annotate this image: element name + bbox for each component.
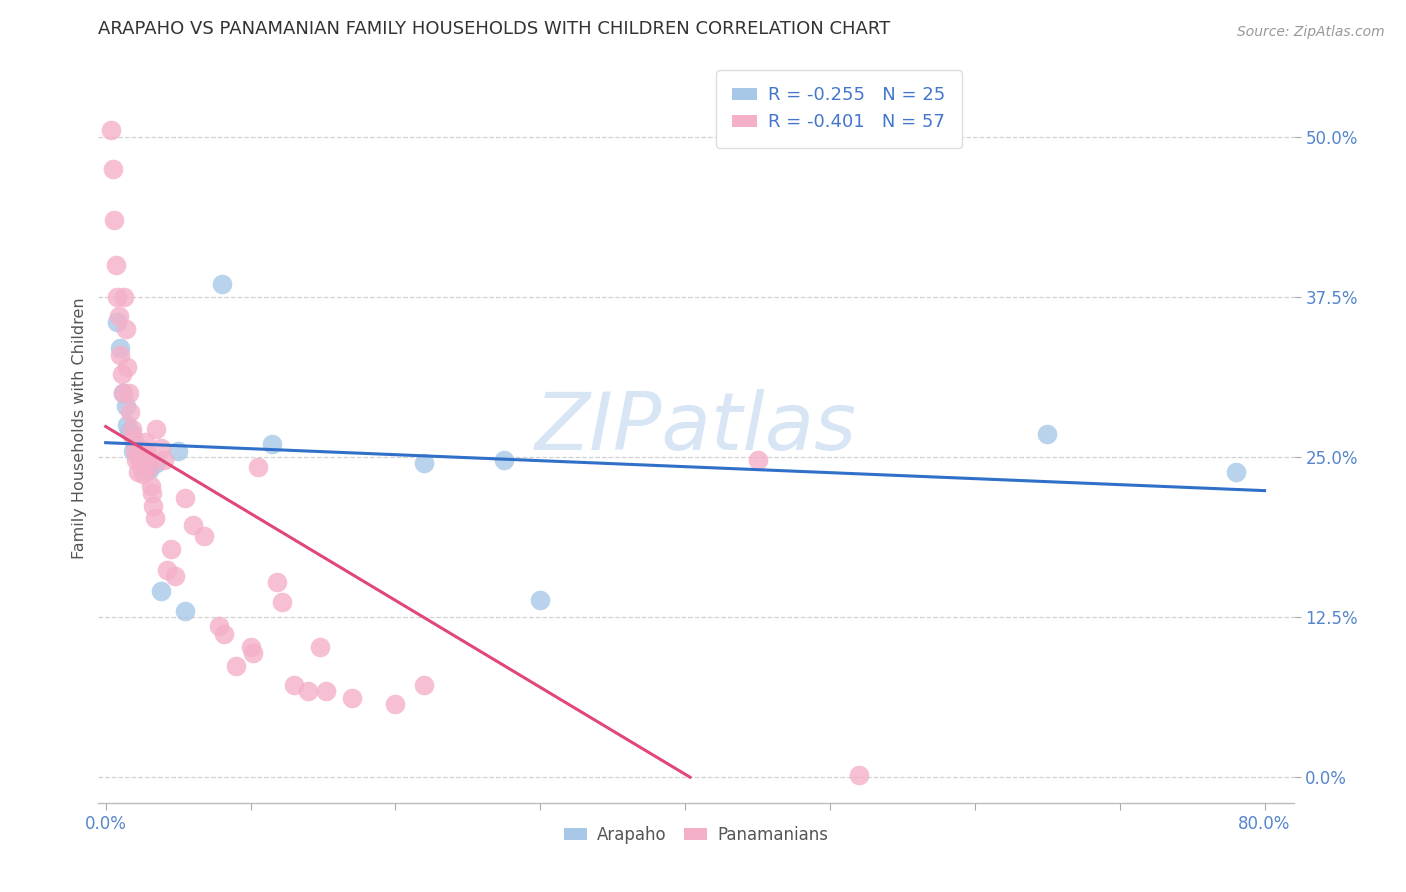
Point <box>122 431 145 445</box>
Point <box>105 316 128 330</box>
Point <box>246 460 269 475</box>
Text: Source: ZipAtlas.com: Source: ZipAtlas.com <box>1237 25 1385 39</box>
Point <box>181 517 204 532</box>
Point <box>138 460 160 475</box>
Point <box>112 386 135 401</box>
Point <box>124 443 146 458</box>
Point <box>160 542 183 557</box>
Point <box>145 422 167 436</box>
Point <box>266 575 288 590</box>
Point <box>118 386 141 401</box>
Point <box>142 499 165 513</box>
Point <box>132 467 155 481</box>
Point <box>135 443 157 458</box>
Point <box>108 347 131 361</box>
Point <box>139 479 162 493</box>
Point <box>225 658 247 673</box>
Point <box>132 456 155 470</box>
Point <box>208 619 231 633</box>
Point <box>492 452 515 467</box>
Point <box>141 486 163 500</box>
Point <box>239 640 262 654</box>
Point <box>143 511 166 525</box>
Point <box>115 399 138 413</box>
Point <box>105 290 128 304</box>
Point <box>149 584 172 599</box>
Point <box>110 367 132 381</box>
Point <box>121 422 143 436</box>
Point <box>125 452 148 467</box>
Point <box>138 463 160 477</box>
Point <box>413 678 436 692</box>
Point <box>211 277 233 291</box>
Point <box>118 425 141 439</box>
Point <box>117 360 139 375</box>
Point <box>103 213 125 227</box>
Point <box>100 123 122 137</box>
Legend: Arapaho, Panamanians: Arapaho, Panamanians <box>557 820 835 851</box>
Point <box>131 443 153 458</box>
Point <box>152 452 174 467</box>
Point <box>107 309 129 323</box>
Point <box>101 161 124 176</box>
Point <box>193 529 215 543</box>
Point <box>124 437 146 451</box>
Point <box>167 443 190 458</box>
Point <box>242 646 264 660</box>
Point <box>131 460 153 475</box>
Point <box>114 290 136 304</box>
Point <box>134 434 156 449</box>
Point <box>129 452 152 467</box>
Point <box>145 456 167 470</box>
Point <box>315 684 337 698</box>
Point <box>413 456 436 470</box>
Point <box>112 386 135 401</box>
Point <box>135 463 157 477</box>
Point <box>297 684 319 698</box>
Point <box>121 426 143 441</box>
Point <box>117 417 139 432</box>
Point <box>165 569 187 583</box>
Point <box>384 697 406 711</box>
Point <box>309 640 332 654</box>
Point <box>128 443 150 458</box>
Point <box>747 452 769 467</box>
Point <box>149 441 172 455</box>
Point <box>122 443 145 458</box>
Point <box>271 595 294 609</box>
Text: ZIPatlas: ZIPatlas <box>534 389 858 467</box>
Point <box>120 405 142 419</box>
Point <box>1036 426 1059 441</box>
Point <box>262 437 284 451</box>
Point <box>529 593 551 607</box>
Point <box>115 322 138 336</box>
Y-axis label: Family Households with Children: Family Households with Children <box>72 297 87 559</box>
Point <box>1225 466 1247 480</box>
Point <box>174 604 197 618</box>
Point <box>104 258 127 272</box>
Point <box>127 466 149 480</box>
Point <box>155 563 177 577</box>
Point <box>848 767 870 781</box>
Point <box>136 454 159 468</box>
Point <box>108 341 131 355</box>
Point <box>214 626 236 640</box>
Point <box>340 690 363 705</box>
Point <box>283 678 305 692</box>
Point <box>174 491 197 505</box>
Point <box>127 450 149 464</box>
Text: ARAPAHO VS PANAMANIAN FAMILY HOUSEHOLDS WITH CHILDREN CORRELATION CHART: ARAPAHO VS PANAMANIAN FAMILY HOUSEHOLDS … <box>98 21 890 38</box>
